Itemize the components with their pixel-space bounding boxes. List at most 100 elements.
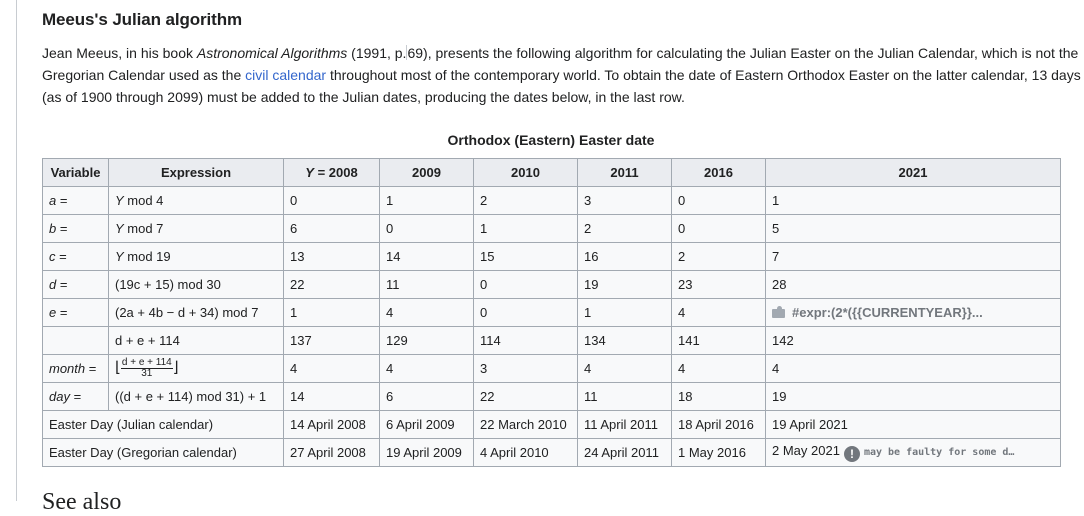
- value-cell: 1: [379, 186, 474, 215]
- value-cell: 137: [283, 326, 380, 355]
- value-cell: 14: [283, 382, 380, 411]
- date-cell: 1 May 2016: [671, 438, 766, 467]
- expression-cell: (2a + 4b − d + 34) mod 7: [108, 298, 284, 327]
- value-cell: 129: [379, 326, 474, 355]
- variable-cell: e =: [42, 298, 109, 327]
- variable-cell: c =: [42, 242, 109, 271]
- value-cell: 4: [671, 298, 766, 327]
- value-cell: 2: [473, 186, 578, 215]
- table-row: day = ((d + e + 114) mod 31) + 1 14 6 22…: [42, 382, 1061, 411]
- value-cell: 4: [283, 354, 380, 383]
- value-cell: 134: [577, 326, 672, 355]
- table-header-row: Variable Expression Y = 2008 2009 2010 2…: [42, 158, 1061, 187]
- value-cell: 4: [671, 354, 766, 383]
- variable-cell: b =: [42, 214, 109, 243]
- date-cell-with-warning: 2 May 2021! may be faulty for some d…: [765, 438, 1061, 467]
- date-cell: 24 April 2011: [577, 438, 672, 467]
- next-section-heading: See also: [42, 489, 122, 515]
- value-cell: 0: [473, 270, 578, 299]
- expression-cell: d + e + 114: [108, 326, 284, 355]
- paragraph-line-2: Gregorian Calendar used as the civil cal…: [42, 67, 1081, 83]
- page-left-rule: [16, 0, 17, 501]
- value-cell: 6: [379, 382, 474, 411]
- value-cell: 4: [765, 354, 1061, 383]
- table-row: Easter Day (Julian calendar) 14 April 20…: [42, 410, 1061, 439]
- header-2008: Y = 2008: [283, 158, 380, 187]
- expression-cell: Y mod 19: [108, 242, 284, 271]
- header-2021: 2021: [765, 158, 1061, 187]
- variable-cell: a =: [42, 186, 109, 215]
- value-cell: 2: [671, 242, 766, 271]
- header-2010: 2010: [473, 158, 578, 187]
- civil-calendar-link[interactable]: civil calendar: [245, 67, 327, 83]
- value-cell: 4: [379, 354, 474, 383]
- date-cell: 6 April 2009: [379, 410, 474, 439]
- value-cell: 0: [283, 186, 380, 215]
- paragraph-line-1: Jean Meeus, in his book Astronomical Alg…: [42, 45, 1079, 61]
- value-cell: 3: [577, 186, 672, 215]
- value-cell: 0: [671, 186, 766, 215]
- expression-cell: ((d + e + 114) mod 31) + 1: [108, 382, 284, 411]
- value-cell: 15: [473, 242, 578, 271]
- table-row: a = Y mod 4 0 1 2 3 0 1: [42, 186, 1061, 215]
- value-cell: 6: [283, 214, 380, 243]
- warning-text: may be faulty for some d…: [863, 447, 1015, 458]
- value-cell: 11: [379, 270, 474, 299]
- value-cell: 3: [473, 354, 578, 383]
- intro-paragraph: Jean Meeus, in his book Astronomical Alg…: [42, 42, 1084, 108]
- value-cell: 13: [283, 242, 380, 271]
- variable-cell: [42, 326, 109, 355]
- expression-cell: Y mod 7: [108, 214, 284, 243]
- value-cell: 5: [765, 214, 1061, 243]
- date-cell: 18 April 2016: [671, 410, 766, 439]
- variable-cell: month =: [42, 354, 109, 383]
- fraction: d + e + 114 31: [120, 357, 173, 380]
- value-cell: 1: [577, 298, 672, 327]
- date-cell: 22 March 2010: [473, 410, 578, 439]
- header-variable: Variable: [42, 158, 109, 187]
- date-cell: 11 April 2011: [577, 410, 672, 439]
- table-caption: Orthodox (Eastern) Easter date: [447, 132, 655, 148]
- value-cell: 28: [765, 270, 1061, 299]
- header-2009: 2009: [379, 158, 474, 187]
- date-cell: 19 April 2009: [379, 438, 474, 467]
- value-cell: 0: [379, 214, 474, 243]
- value-cell: 0: [473, 298, 578, 327]
- table-row: b = Y mod 7 6 0 1 2 0 5: [42, 214, 1061, 243]
- book-title: Astronomical Algorithms: [196, 45, 348, 61]
- unparsed-expression: #expr:(2*({{CURRENTYEAR}}...: [792, 305, 983, 320]
- value-cell: 141: [671, 326, 766, 355]
- value-cell: 22: [473, 382, 578, 411]
- table-row: c = Y mod 19 13 14 15 16 2 7: [42, 242, 1061, 271]
- value-cell: 14: [379, 242, 474, 271]
- value-cell: 18: [671, 382, 766, 411]
- warning-icon[interactable]: !: [843, 446, 860, 462]
- expression-cell: ⌊ d + e + 114 31 ⌋: [108, 354, 284, 383]
- easter-date-table: Variable Expression Y = 2008 2009 2010 2…: [42, 158, 1061, 467]
- text-cursor: [406, 45, 408, 60]
- variable-cell: d =: [42, 270, 109, 299]
- value-cell: 7: [765, 242, 1061, 271]
- puzzle-piece-icon: [772, 306, 787, 318]
- value-cell: 142: [765, 326, 1061, 355]
- section-heading: Meeus's Julian algorithm: [42, 10, 243, 29]
- value-cell: 19: [765, 382, 1061, 411]
- value-cell: 19: [577, 270, 672, 299]
- date-cell: 27 April 2008: [283, 438, 380, 467]
- paragraph-line-3: (as of 1900 through 2099) must be added …: [42, 89, 685, 105]
- expression-cell: Y mod 4: [108, 186, 284, 215]
- expression-cell: (19c + 15) mod 30: [108, 270, 284, 299]
- value-cell: 1: [765, 186, 1061, 215]
- value-cell: 1: [473, 214, 578, 243]
- value-cell-expression-error[interactable]: #expr:(2*({{CURRENTYEAR}}...: [765, 298, 1061, 327]
- table-row: d + e + 114 137 129 114 134 141 142: [42, 326, 1061, 355]
- value-cell: 11: [577, 382, 672, 411]
- row-label-gregorian: Easter Day (Gregorian calendar): [42, 438, 284, 467]
- table-row: e = (2a + 4b − d + 34) mod 7 1 4 0 1 4 #…: [42, 298, 1061, 327]
- table-row: month = ⌊ d + e + 114 31 ⌋ 4 4 3 4 4 4: [42, 354, 1061, 383]
- date-cell: 14 April 2008: [283, 410, 380, 439]
- variable-cell: day =: [42, 382, 109, 411]
- value-cell: 1: [283, 298, 380, 327]
- value-cell: 4: [379, 298, 474, 327]
- value-cell: 0: [671, 214, 766, 243]
